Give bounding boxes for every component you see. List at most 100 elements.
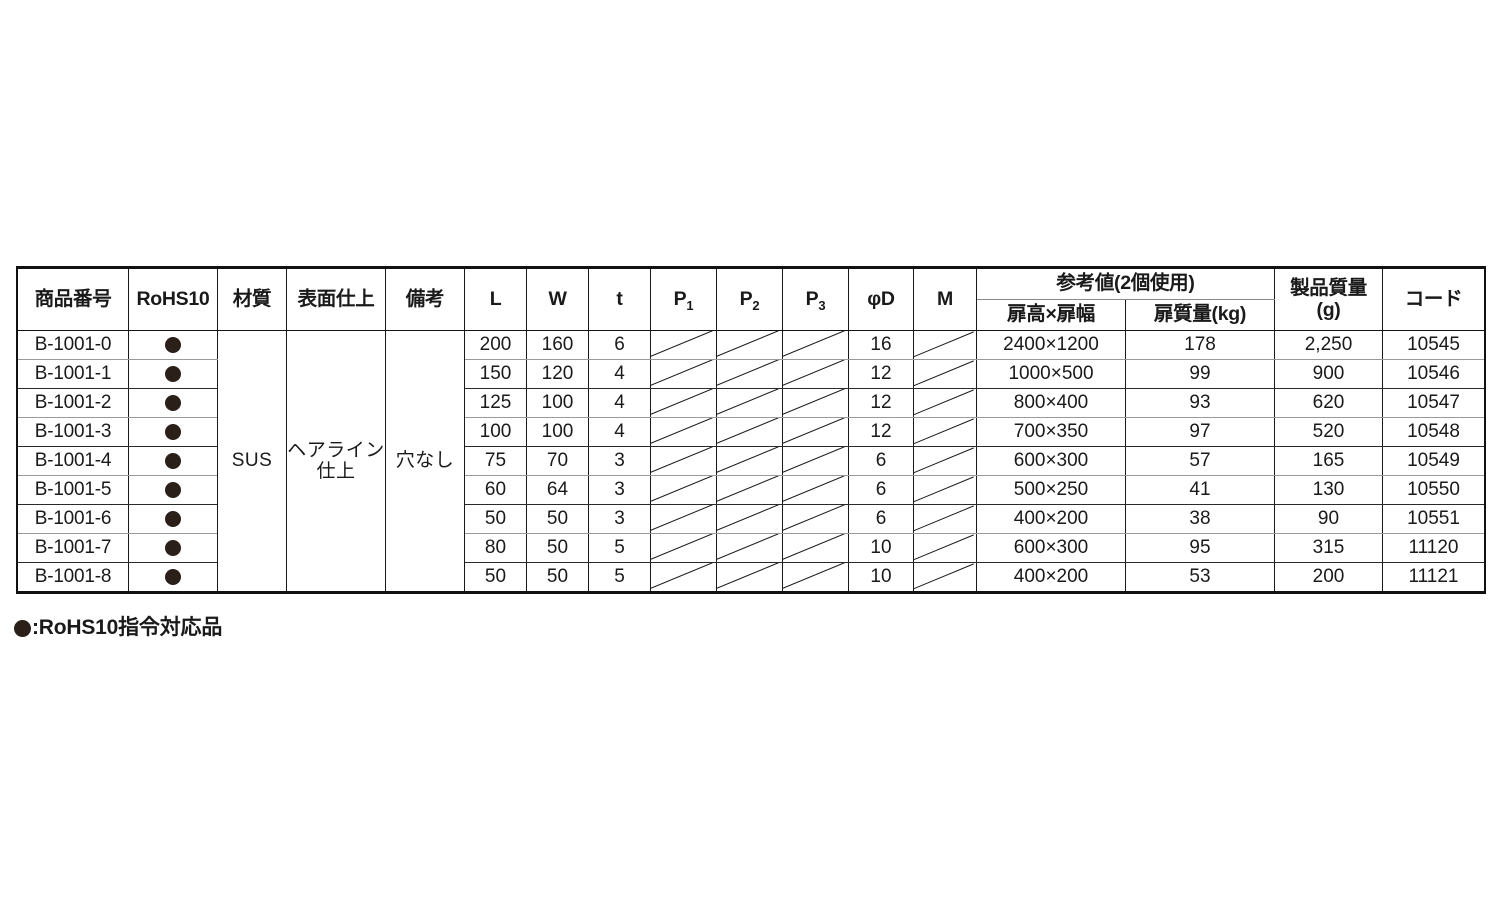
cell-product-mass: 315	[1274, 533, 1383, 563]
cell-p3	[782, 533, 849, 563]
cell-length: 50	[464, 504, 527, 534]
cell-p2	[716, 446, 783, 476]
cell-product-number: B-1001-0	[16, 330, 129, 360]
header-p3-base: P	[805, 287, 819, 310]
cell-thickness: 4	[588, 417, 651, 447]
cell-product-number: B-1001-1	[16, 359, 129, 389]
cell-phi-d: 16	[848, 330, 914, 360]
cell-product-mass: 200	[1274, 562, 1383, 593]
cell-p1	[650, 475, 717, 505]
cell-product-number: B-1001-8	[16, 562, 129, 593]
rohs-dot-icon	[165, 366, 181, 383]
cell-product-mass: 520	[1274, 417, 1383, 447]
cell-p3	[782, 388, 849, 418]
cell-phi-d: 6	[848, 446, 914, 476]
cell-product-number: B-1001-4	[16, 446, 129, 476]
cell-remarks-merged: 穴なし	[385, 330, 465, 593]
header-rohs: RoHS10	[128, 267, 218, 331]
cell-door-mass: 38	[1125, 504, 1275, 534]
cell-product-mass: 90	[1274, 504, 1383, 534]
cell-rohs-indicator	[128, 533, 218, 563]
header-p1-base: P	[673, 287, 687, 310]
cell-m	[913, 446, 977, 476]
cell-length: 200	[464, 330, 527, 360]
table-row: B-1001-0 SUS ヘアライン 仕上 穴なし 200 160 6 16 2400×1200 1…	[16, 330, 1486, 593]
cell-door-mass: 99	[1125, 359, 1275, 389]
cell-p1	[650, 533, 717, 563]
cell-door-size: 800×400	[976, 388, 1126, 418]
cell-m	[913, 475, 977, 505]
cell-width: 50	[526, 562, 589, 593]
cell-length: 50	[464, 562, 527, 593]
table-row: B-1001-2 125 100 4 12 800×400 93 620 10547	[16, 388, 1486, 418]
cell-door-mass: 95	[1125, 533, 1275, 563]
table-header: 商品番号 RoHS10 材質 表面仕上 備考 L W t P1 P2 P3 φD…	[16, 267, 1486, 331]
cell-door-size: 600×300	[976, 446, 1126, 476]
cell-phi-d: 6	[848, 475, 914, 505]
cell-thickness: 4	[588, 388, 651, 418]
cell-width: 50	[526, 533, 589, 563]
cell-m	[913, 359, 977, 389]
header-product-mass: 製品質量 (g)	[1274, 267, 1383, 331]
cell-door-mass: 57	[1125, 446, 1275, 476]
cell-rohs-indicator	[128, 388, 218, 418]
header-p3-subscript: 3	[818, 297, 826, 313]
cell-door-size: 400×200	[976, 562, 1126, 593]
cell-code: 10548	[1382, 417, 1486, 447]
cell-p2	[716, 533, 783, 563]
cell-p2	[716, 330, 783, 360]
header-row-primary: 商品番号 RoHS10 材質 表面仕上 備考 L W t P1 P2 P3 φD…	[16, 267, 1486, 331]
cell-surface-finish-merged: ヘアライン 仕上	[286, 330, 386, 593]
cell-p3	[782, 417, 849, 447]
product-specification-table: 商品番号 RoHS10 材質 表面仕上 備考 L W t P1 P2 P3 φD…	[16, 266, 1486, 594]
cell-code: 10546	[1382, 359, 1486, 389]
cell-width: 64	[526, 475, 589, 505]
cell-product-number: B-1001-7	[16, 533, 129, 563]
cell-m	[913, 330, 977, 360]
cell-door-mass: 41	[1125, 475, 1275, 505]
rohs-dot-icon	[165, 511, 181, 528]
cell-phi-d: 12	[848, 388, 914, 418]
cell-length: 125	[464, 388, 527, 418]
cell-p3	[782, 562, 849, 593]
cell-code: 10550	[1382, 475, 1486, 505]
cell-m	[913, 562, 977, 593]
cell-rohs-indicator	[128, 359, 218, 389]
cell-door-size: 2400×1200	[976, 330, 1126, 360]
cell-width: 50	[526, 504, 589, 534]
cell-length: 75	[464, 446, 527, 476]
cell-door-size: 600×300	[976, 533, 1126, 563]
cell-phi-d: 12	[848, 417, 914, 447]
cell-p2	[716, 504, 783, 534]
rohs-footnote: :RoHS10指令対応品	[14, 611, 222, 641]
cell-length: 60	[464, 475, 527, 505]
header-code: コード	[1382, 267, 1486, 331]
cell-product-number: B-1001-2	[16, 388, 129, 418]
cell-door-mass: 53	[1125, 562, 1275, 593]
cell-p2	[716, 475, 783, 505]
header-p1-subscript: 1	[686, 297, 694, 313]
cell-p1	[650, 359, 717, 389]
rohs-footnote-text: :RoHS10指令対応品	[32, 616, 223, 639]
header-product-number: 商品番号	[16, 267, 129, 331]
cell-thickness: 6	[588, 330, 651, 360]
rohs-dot-icon	[165, 482, 181, 499]
header-p2-subscript: 2	[752, 297, 760, 313]
table-row: B-1001-6 50 50 3 6 400×200 38 90 10551	[16, 504, 1486, 534]
cell-thickness: 4	[588, 359, 651, 389]
cell-door-size: 500×250	[976, 475, 1126, 505]
cell-p1	[650, 417, 717, 447]
cell-phi-d: 12	[848, 359, 914, 389]
cell-m	[913, 504, 977, 534]
cell-product-mass: 620	[1274, 388, 1383, 418]
cell-p1	[650, 504, 717, 534]
header-door-mass: 扉質量(kg)	[1125, 299, 1275, 331]
cell-product-mass: 900	[1274, 359, 1383, 389]
surface-finish-line1: ヘアライン	[287, 439, 385, 461]
cell-product-mass: 2,250	[1274, 330, 1383, 360]
table-body: B-1001-0 SUS ヘアライン 仕上 穴なし 200 160 6 16 2400×1200 1…	[16, 330, 1486, 593]
cell-p2	[716, 388, 783, 418]
rohs-dot-icon	[165, 395, 181, 412]
cell-p3	[782, 330, 849, 360]
cell-p1	[650, 446, 717, 476]
